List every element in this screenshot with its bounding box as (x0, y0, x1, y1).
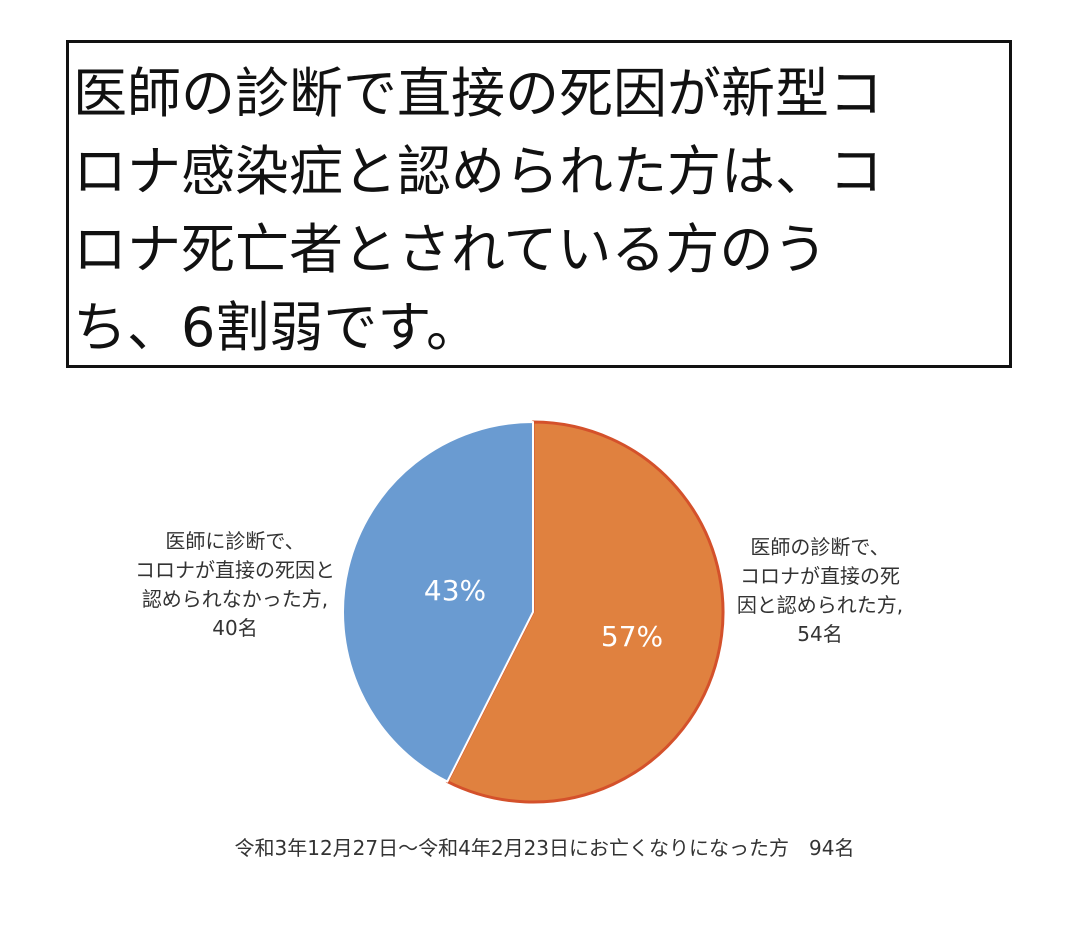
chart-caption: 令和3年12月27日～令和4年2月23日にお亡くなりになった方 94名 (234, 836, 855, 860)
slice-percent-label-not-confirmed: 43% (424, 574, 486, 607)
legend-not-confirmed: 医師に診断で、 コロナが直接の死因と 認められなかった方, 40名 (135, 529, 335, 640)
pie-slices (342, 420, 725, 804)
headline-line: ロナ感染症と認められた方は、コ (73, 140, 883, 203)
slice-percent-label-confirmed: 57% (601, 620, 663, 653)
legend-line: 因と認められた方, (737, 593, 903, 617)
legend-line: コロナが直接の死 (740, 564, 900, 588)
headline-line: 医師の診断で直接の死因が新型コ (73, 62, 883, 125)
legend-line: 40名 (212, 616, 257, 640)
legend-line: コロナが直接の死因と (135, 558, 335, 582)
legend-line: 医師に診断で、 (165, 529, 304, 553)
headline-box: 医師の診断で直接の死因が新型コ ロナ感染症と認められた方は、コ ロナ死亡者とされ… (66, 40, 1012, 368)
headline-text: 医師の診断で直接の死因が新型コ ロナ感染症と認められた方は、コ ロナ死亡者とされ… (73, 55, 973, 367)
legend-confirmed: 医師の診断で、 コロナが直接の死 因と認められた方, 54名 (737, 535, 903, 646)
slice-not-confirmed (342, 421, 534, 783)
headline-line: ち、6割弱です。 (73, 296, 480, 359)
legend-line: 認められなかった方, (142, 587, 328, 611)
legend-line: 医師の診断で、 (750, 535, 889, 559)
legend-line: 54名 (797, 622, 842, 646)
slice-confirmed (445, 420, 725, 804)
headline-line: ロナ死亡者とされている方のう (73, 218, 828, 281)
